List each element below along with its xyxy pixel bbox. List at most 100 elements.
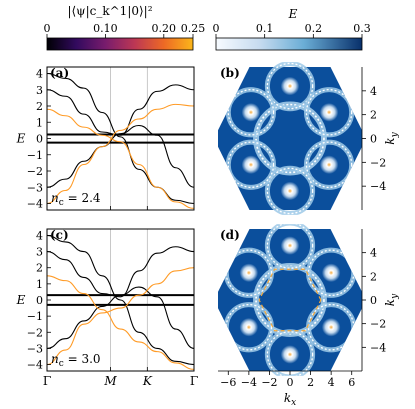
pocket-center (241, 155, 261, 174)
pocket-center (319, 103, 339, 122)
y-tick-label: 1 (36, 278, 43, 291)
y-tick-label: 3 (36, 84, 43, 97)
x-tick-label: 6 (348, 376, 355, 389)
pocket-ring-core (305, 89, 353, 136)
pocket-center (321, 263, 341, 283)
pocket-center (280, 181, 300, 201)
colorbar-tick-label: 0 (44, 22, 51, 35)
pocket-ring-core (305, 141, 353, 188)
colorbar-overlap: |⟨ψ|c_k^1|0⟩|² 0 0.10 0.20 0.25 (44, 4, 206, 51)
x-tick-label: 2 (307, 376, 314, 389)
map-region (218, 224, 362, 376)
x-tick-label: K (142, 374, 153, 388)
y-tick-label: −2 (370, 156, 386, 169)
y-tick-label: 0 (370, 133, 377, 146)
y-tick-label: 3 (36, 246, 43, 259)
band-series-2 (46, 124, 195, 188)
filling-annotation: nc = 2.4 (51, 191, 101, 208)
band-series-2 (46, 286, 195, 349)
pocket-ring-core (227, 141, 275, 188)
colorbar-overlap-label: |⟨ψ|c_k^1|0⟩|² (67, 4, 152, 18)
panel-letter: (b) (220, 66, 240, 80)
y-axis-label: E (16, 132, 26, 146)
pocket-center (239, 263, 259, 283)
pocket-center (319, 155, 339, 174)
pocket-ring-core (266, 331, 314, 376)
y-axis-label: E (16, 293, 26, 307)
y-tick-label: −4 (370, 180, 386, 193)
y-tick-label: 0 (370, 294, 377, 307)
y-axis-label: ky (383, 131, 400, 144)
x-tick-label: Γ (43, 374, 51, 388)
y-tick-label: −3 (27, 342, 43, 355)
panel-b-momentum-map: −4 −2 0 2 4 ky (b) (218, 62, 400, 215)
x-tick-label: M (103, 374, 117, 388)
pocket-center (280, 345, 300, 364)
band-series-4 (46, 103, 195, 205)
band-series-1 (46, 84, 195, 136)
panel-letter: (a) (50, 66, 69, 80)
y-tick-label: −3 (27, 181, 43, 194)
pocket-ring-core (225, 249, 273, 297)
x-tick-label: Γ (190, 374, 198, 388)
y-tick-label: 2 (370, 270, 377, 283)
y-tick-label: −2 (27, 165, 43, 178)
panel-letter: (c) (50, 228, 69, 242)
colorbar-tick-label: 0.3 (353, 22, 371, 35)
fermi-ring-core (255, 103, 325, 174)
colorbar-tick-label: 0 (213, 22, 220, 35)
filling-annotation: nc = 3.0 (51, 352, 101, 369)
colorbar-tick-label: 0.2 (305, 22, 323, 35)
y-tick-label: 0 (36, 133, 43, 146)
pocket-center (239, 317, 259, 337)
colorbar-overlap-bar (46, 37, 194, 51)
x-tick-label: −6 (220, 376, 236, 389)
colorbar-tick-label: 0.1 (256, 22, 274, 35)
pocket-ring-core (266, 62, 314, 110)
y-tick-label: 4 (36, 229, 43, 242)
y-axis-label: ky (383, 293, 400, 306)
x-tick-label: 4 (328, 376, 335, 389)
y-tick-label: 1 (36, 116, 43, 129)
colorbar-energy-bar (215, 37, 363, 51)
pocket-ring-core (227, 89, 275, 136)
pocket-ring-core (225, 303, 273, 351)
x-tick-label: −2 (261, 376, 277, 389)
pocket-ring-core (266, 224, 314, 269)
y-tick-label: −4 (370, 341, 386, 354)
panel-c-band-structure: −4 −3 −2 −1 0 1 2 3 4 Γ M K Γ E (c) nc = 3.0 (16, 228, 199, 388)
colorbar-tick-label: 0.25 (181, 22, 206, 35)
band-series-3 (46, 275, 195, 370)
y-tick-label: 4 (370, 85, 377, 98)
band-series-4 (46, 267, 195, 366)
y-tick-label: 2 (36, 100, 43, 113)
map-region (218, 62, 362, 215)
band-series-3 (46, 108, 195, 209)
pocket-center (241, 103, 261, 122)
y-tick-label: 4 (36, 68, 43, 81)
x-tick-label: −4 (241, 376, 257, 389)
colorbar-tick-label: 0.20 (152, 22, 177, 35)
y-tick-label: 2 (36, 262, 43, 275)
panel-letter: (d) (220, 228, 240, 242)
y-tick-label: −2 (370, 318, 386, 331)
y-tick-label: −4 (27, 198, 43, 211)
band-series-0 (46, 72, 195, 205)
colorbar-energy-label: E (288, 7, 298, 21)
pocket-center (321, 317, 341, 337)
y-tick-label: −1 (27, 310, 43, 323)
band-series-1 (46, 246, 195, 298)
y-tick-label: 2 (370, 109, 377, 122)
x-tick-label: 0 (287, 376, 294, 389)
colorbar-energy: E 0 0.1 0.2 0.3 (213, 7, 371, 51)
y-tick-label: −2 (27, 326, 43, 339)
y-tick-label: 0 (36, 294, 43, 307)
y-tick-label: −1 (27, 149, 43, 162)
pocket-center (280, 236, 300, 255)
y-tick-label: 4 (370, 247, 377, 260)
pocket-center (280, 76, 300, 96)
band-series-0 (46, 234, 195, 366)
y-tick-label: −4 (27, 359, 43, 372)
